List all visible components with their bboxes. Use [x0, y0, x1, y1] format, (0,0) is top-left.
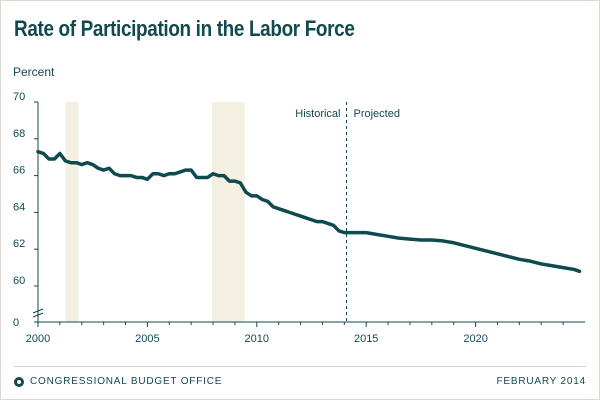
x-tick-label-2000: 2000 [26, 333, 50, 345]
chart-title: Rate of Participation in the Labor Force [14, 16, 355, 41]
footer-divider [14, 366, 586, 367]
axis-break-mark-1 [32, 308, 44, 314]
y-tick-label-66: 66 [13, 165, 25, 177]
participation-rate-line [36, 149, 582, 274]
cbo-logo-icon [14, 376, 24, 387]
y-tick-label-62: 62 [13, 238, 25, 250]
publication-date: FEBRUARY 2014 [496, 376, 586, 387]
footer-agency: CONGRESSIONAL BUDGET OFFICE [14, 376, 222, 387]
recession-bands [65, 102, 245, 322]
axis-break-mark-2 [32, 312, 44, 318]
y-tick-label-60: 60 [13, 275, 25, 287]
y-axis-label: Percent [13, 65, 55, 79]
y-tick-label-68: 68 [13, 128, 25, 140]
historical-label: Historical [295, 108, 340, 120]
axes: 0 60 62 64 66 68 70 2000 2005 2010 2015 2020 [13, 91, 585, 345]
x-tick-label-2015: 2015 [354, 333, 378, 345]
x-tick-label-2010: 2010 [245, 333, 269, 345]
x-tick-label-2020: 2020 [463, 333, 487, 345]
recession-band-1 [65, 102, 79, 322]
projected-label: Projected [354, 108, 400, 120]
recession-band-2 [211, 102, 245, 322]
historical-projected-divider: Historical Projected [295, 102, 400, 322]
series-group [36, 149, 582, 274]
x-tick-label-2005: 2005 [135, 333, 159, 345]
y-tick-label-64: 64 [13, 201, 25, 213]
agency-name: CONGRESSIONAL BUDGET OFFICE [30, 376, 223, 387]
y-tick-label-0: 0 [13, 317, 19, 329]
y-tick-label-70: 70 [13, 91, 25, 103]
